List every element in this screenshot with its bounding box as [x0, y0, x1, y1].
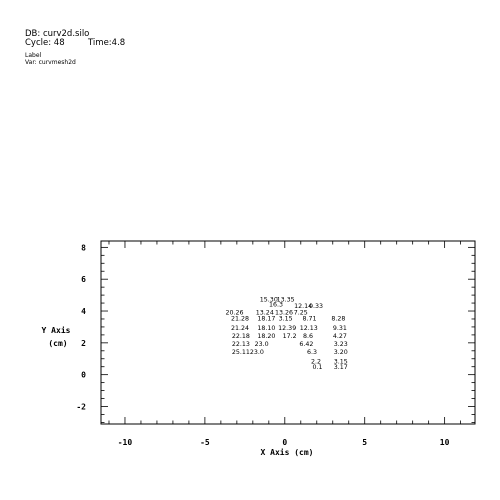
mesh-value-label: 12.14 [294, 303, 312, 310]
y-tick-label: 6 [81, 275, 86, 284]
mesh-value-label: 23.0 [250, 349, 264, 356]
mesh-value-label: 13.26 [275, 309, 293, 316]
y-tick-label: 2 [81, 339, 86, 348]
mesh-value-label: 3.15 [279, 316, 293, 323]
mesh-value-label: 18.17 [257, 316, 275, 323]
x-tick-label: -5 [200, 438, 210, 447]
mesh-value-label: 0.33 [309, 303, 323, 310]
mesh-value-label: 8.28 [331, 316, 345, 323]
mesh-value-label: 8.71 [303, 316, 317, 323]
mesh-value-label: 12.13 [300, 325, 318, 332]
time-label: Time:4.8 [88, 38, 126, 48]
x-tick-label: 5 [362, 438, 367, 447]
db-label: DB: curv2d.silo [25, 29, 90, 39]
mesh-value-label: 0.1 [313, 364, 323, 371]
mesh-value-label: 3.23 [334, 341, 348, 348]
mesh-value-label: 13.35 [277, 297, 295, 304]
mesh-value-label: 22.13 [232, 341, 250, 348]
mesh-value-label: 3.17 [334, 364, 348, 371]
mesh-value-label: 6.3 [307, 349, 317, 356]
x-axis-title: X Axis (cm) [261, 447, 314, 457]
mesh-value-label: 7.25 [294, 309, 308, 316]
axis-tick-labels: -10 -5 0 5 10 -2 0 2 4 6 8 [76, 243, 449, 447]
mesh-value-label: 9.31 [333, 325, 347, 332]
mesh-value-label: 25.11 [232, 349, 250, 356]
mesh-value-label: 21.28 [231, 316, 249, 323]
mesh-value-label: 18.20 [257, 333, 275, 340]
y-tick-label: 4 [81, 307, 86, 316]
mesh-value-label: 23.0 [255, 341, 269, 348]
mesh-value-label: 15.30 [260, 297, 278, 304]
x-tick-label: 0 [282, 438, 287, 447]
plot-type-label: Label [25, 52, 42, 59]
mesh-value-label: 20.26 [225, 309, 243, 316]
x-tick-label: 10 [440, 438, 450, 447]
mesh-value-label: 22.18 [232, 333, 250, 340]
mesh-value-label: 21.24 [231, 325, 249, 332]
mesh-value-label: 3.20 [334, 349, 348, 356]
mesh-value-label: 6.42 [299, 341, 313, 348]
mesh-value-label: 2.2 [311, 359, 321, 366]
y-axis-title-line2: (cm) [48, 339, 67, 348]
y-tick-label: 0 [81, 371, 86, 380]
variable-label: Var: curvmesh2d [25, 59, 76, 66]
y-axis-title-line1: Y Axis [42, 325, 71, 335]
axis-ticks [101, 241, 475, 424]
mesh-value-label: 3.15 [334, 359, 348, 366]
mesh-value-label: 18.10 [257, 325, 275, 332]
mesh-value-label: 4.27 [333, 333, 347, 340]
x-tick-label: -10 [118, 438, 133, 447]
mesh-value-label: 13.24 [256, 309, 274, 316]
mesh-value-label: 17.2 [283, 333, 297, 340]
y-tick-label: -2 [76, 402, 86, 411]
mesh-value-label: 12.39 [278, 325, 296, 332]
mesh-value-label: 16.3 [269, 301, 283, 308]
y-tick-label: 8 [81, 243, 86, 252]
plot-frame [100, 240, 476, 425]
cycle-label: Cycle: 48 [25, 38, 65, 48]
mesh-value-label: 8.6 [303, 333, 313, 340]
